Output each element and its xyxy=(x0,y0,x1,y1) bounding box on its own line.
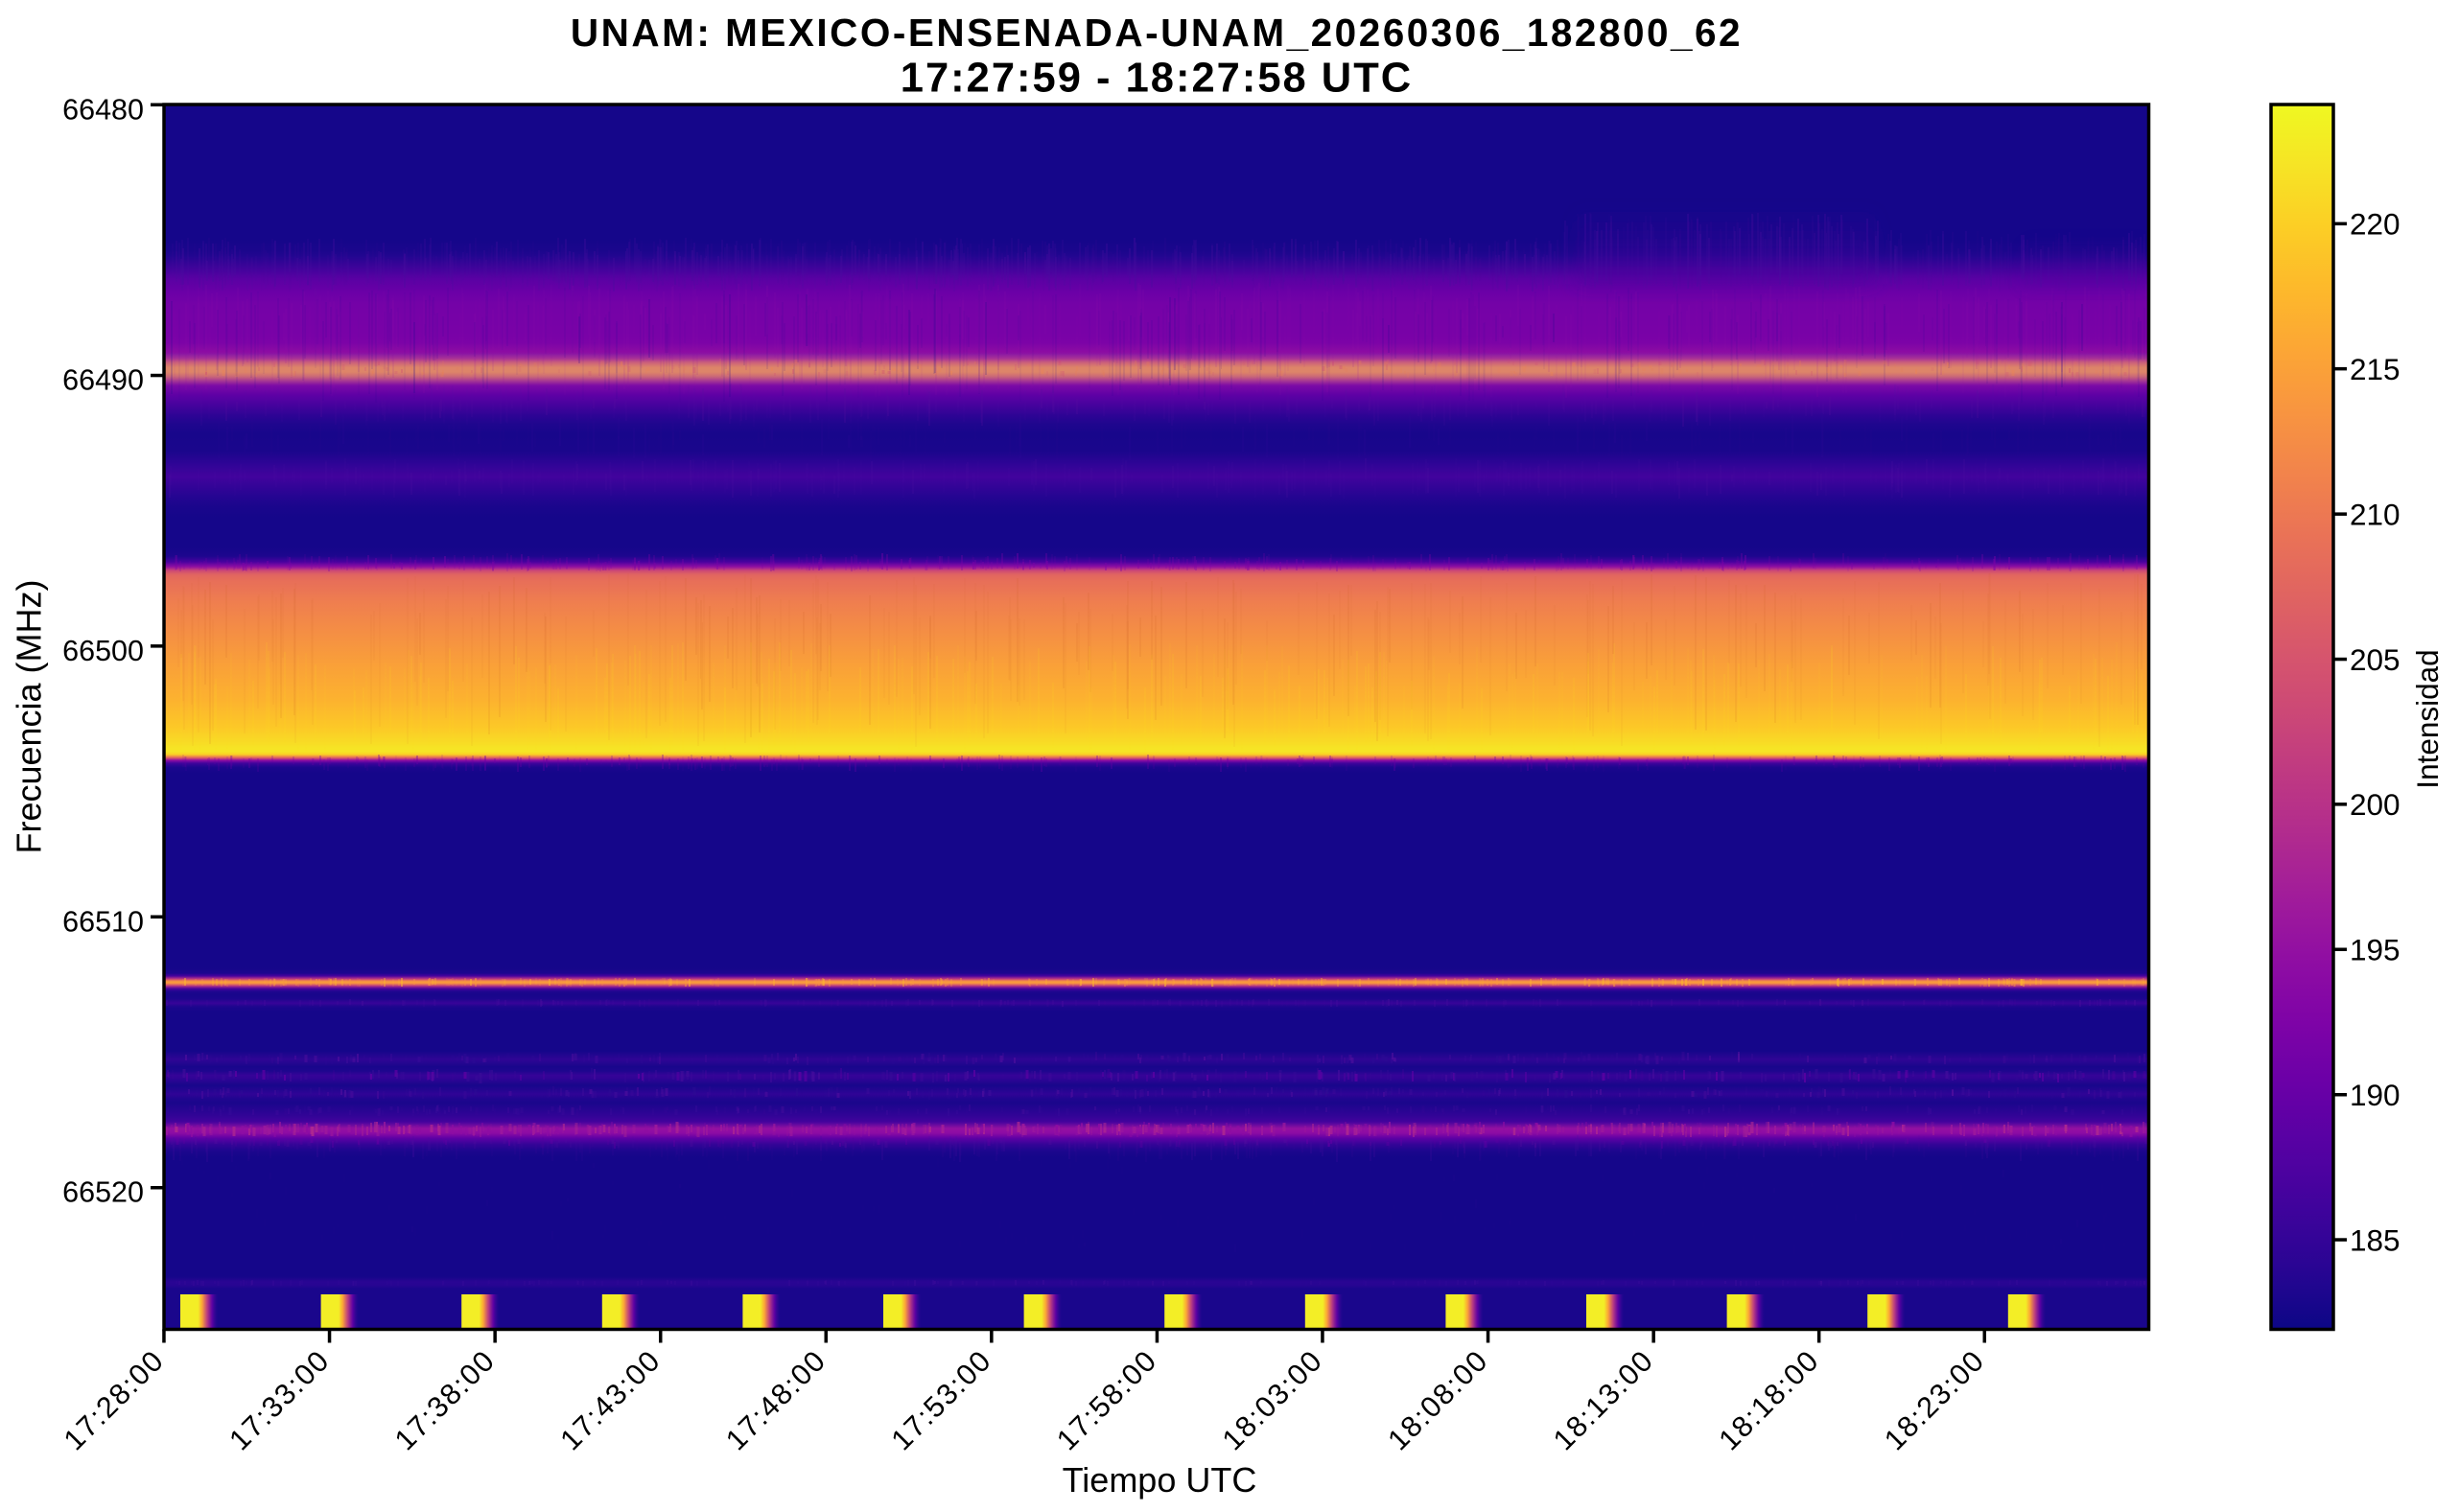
svg-text:66480: 66480 xyxy=(62,93,144,126)
svg-text:210: 210 xyxy=(2350,497,2400,531)
svg-text:220: 220 xyxy=(2350,207,2400,242)
svg-text:Intensidad: Intensidad xyxy=(2410,649,2445,788)
svg-text:66510: 66510 xyxy=(62,905,144,938)
svg-text:Tiempo UTC: Tiempo UTC xyxy=(1063,1460,1257,1500)
svg-text:200: 200 xyxy=(2350,787,2400,822)
svg-text:66500: 66500 xyxy=(62,635,144,667)
svg-text:185: 185 xyxy=(2350,1222,2400,1257)
svg-text:195: 195 xyxy=(2350,933,2400,967)
svg-text:66490: 66490 xyxy=(62,364,144,397)
svg-text:205: 205 xyxy=(2350,642,2400,677)
svg-text:190: 190 xyxy=(2350,1078,2400,1112)
svg-text:Frecuencia (MHz): Frecuencia (MHz) xyxy=(10,579,49,853)
svg-text:17:27:59 - 18:27:58 UTC: 17:27:59 - 18:27:58 UTC xyxy=(901,56,1413,102)
svg-text:UNAM: MEXICO-ENSENADA-UNAM_202: UNAM: MEXICO-ENSENADA-UNAM_20260306_1828… xyxy=(571,11,1743,55)
svg-text:215: 215 xyxy=(2350,352,2400,386)
svg-text:66520: 66520 xyxy=(62,1176,144,1209)
